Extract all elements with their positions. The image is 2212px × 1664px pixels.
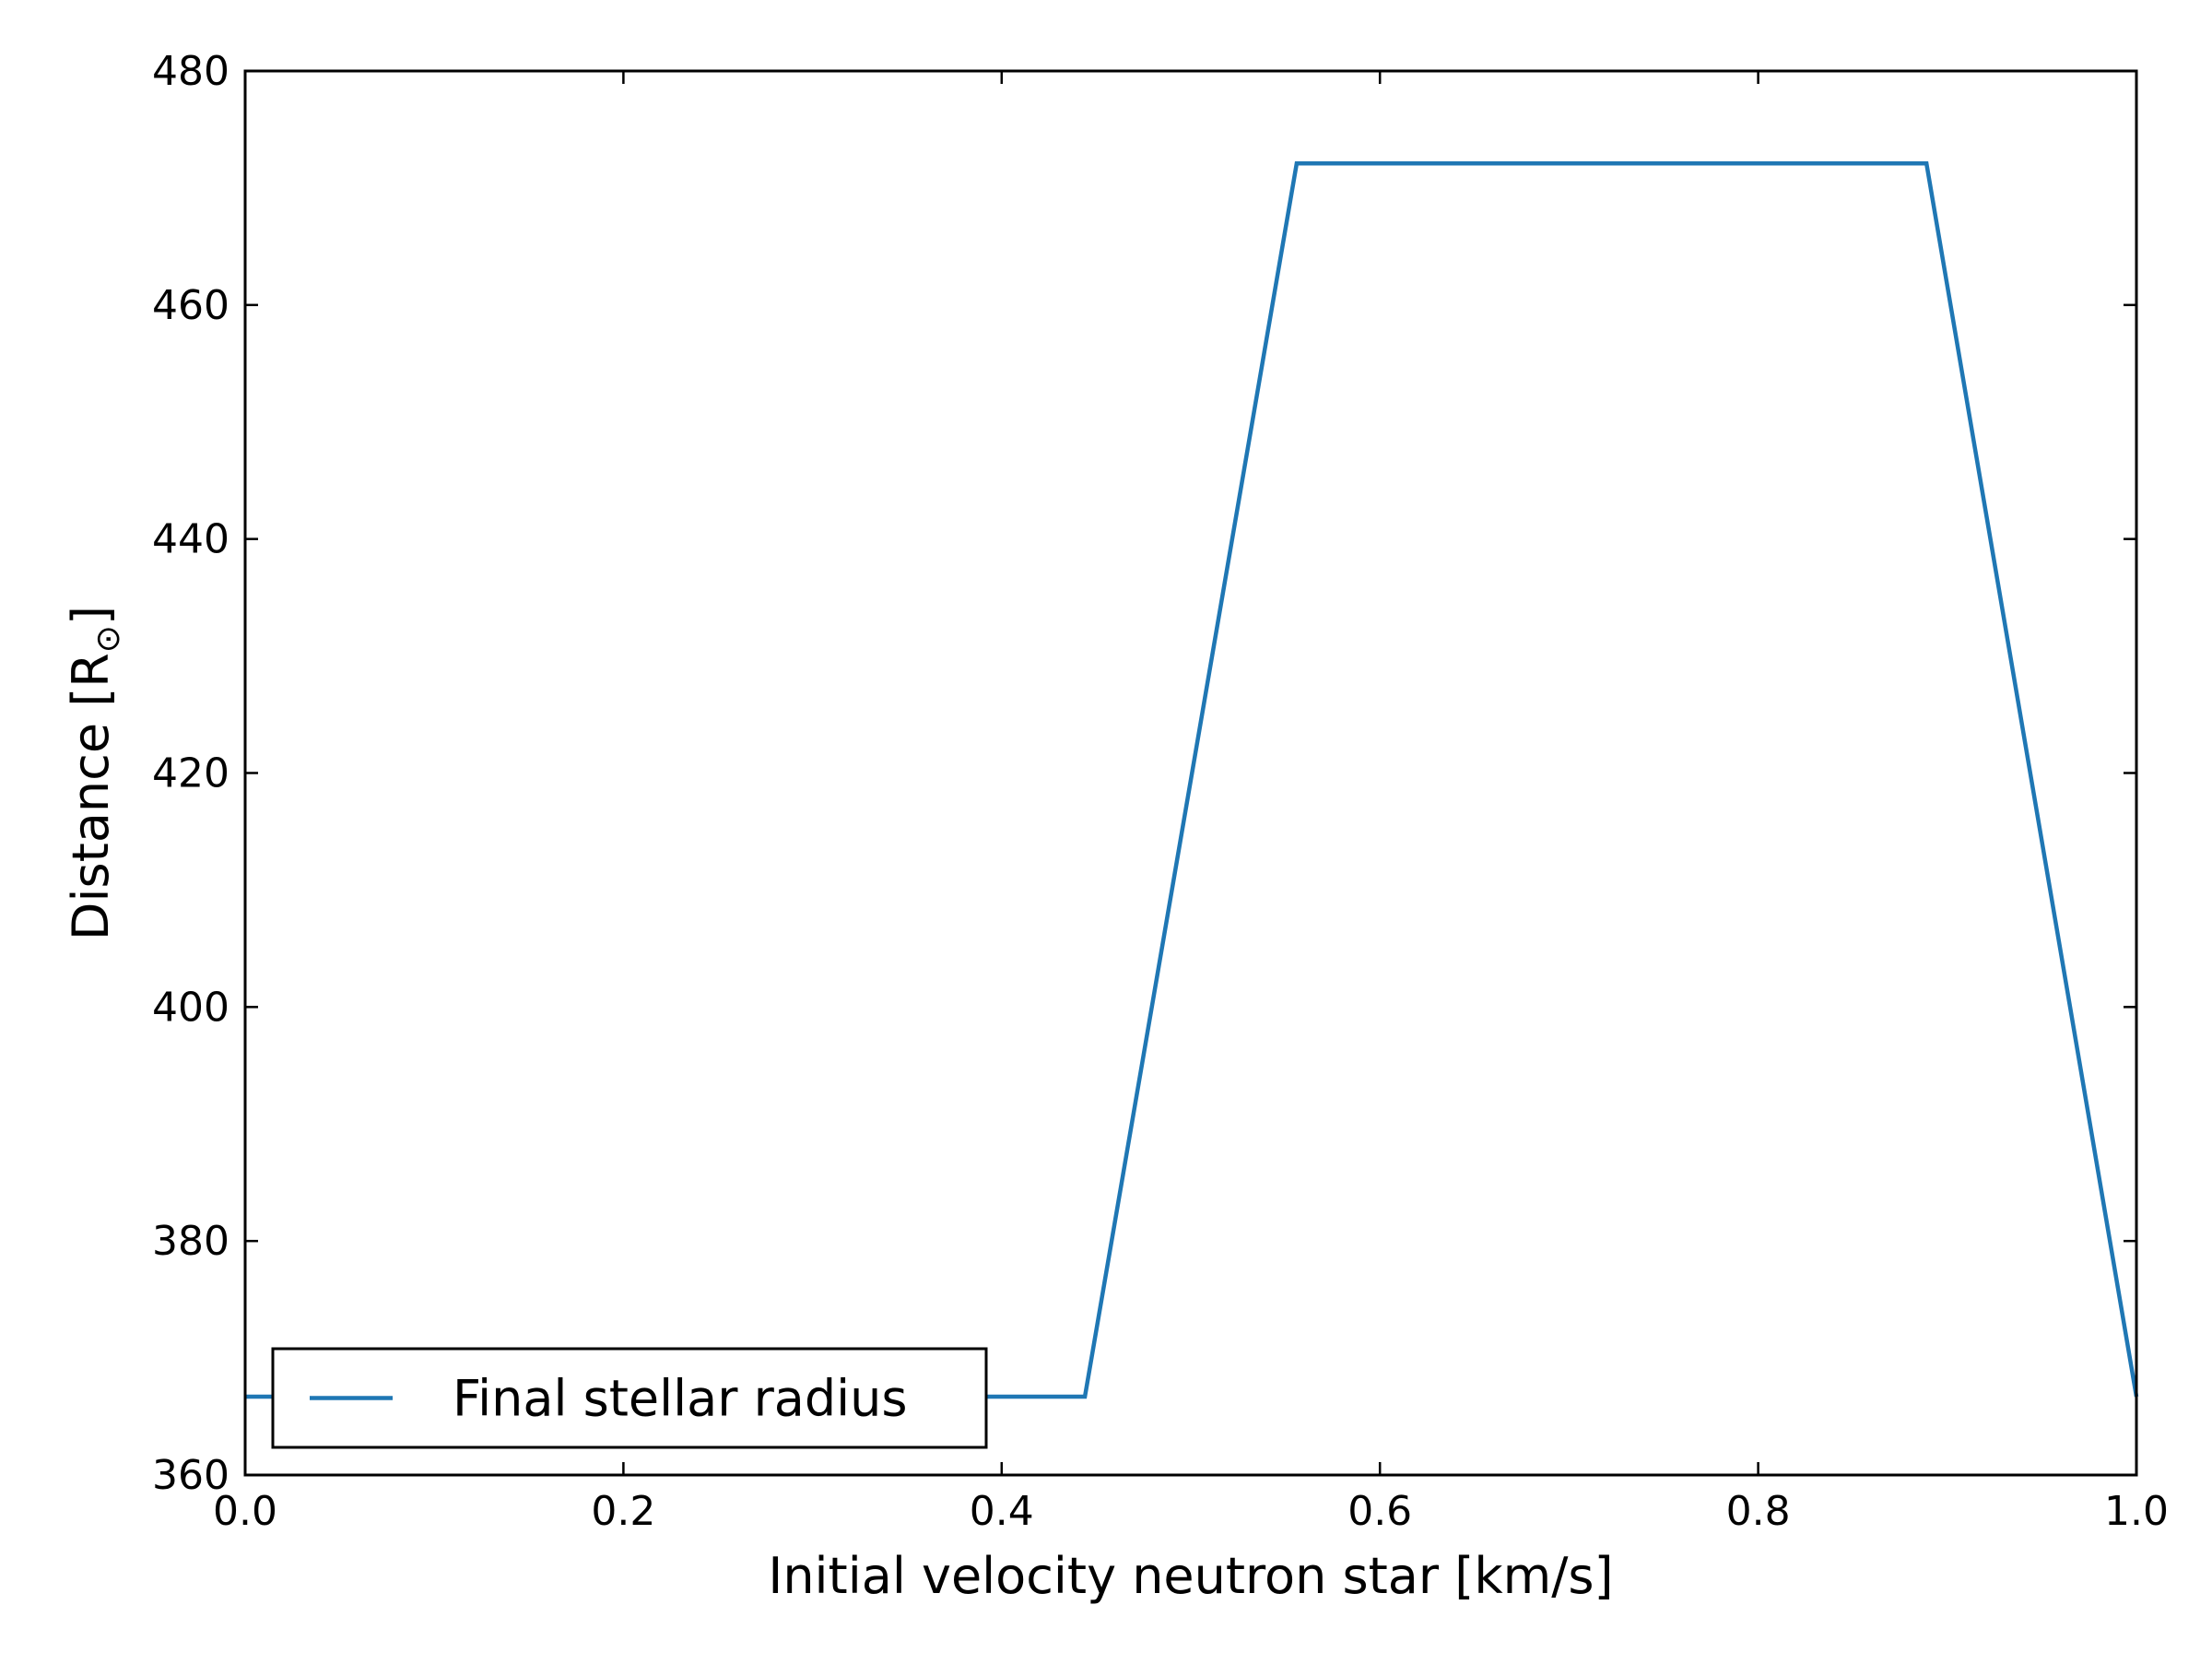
x-tick-label: 0.6 bbox=[1347, 1488, 1412, 1535]
ticks-layer: 0.0 0.2 0.4 0.6 0.8 1.0 360 380 400 420 440 460 480 bbox=[152, 48, 2169, 1535]
x-axis-label: Initial velocity neutron star [km/s] bbox=[768, 1547, 1613, 1605]
y-tick-label: 380 bbox=[152, 1218, 229, 1265]
x-tick-label: 0.4 bbox=[970, 1488, 1034, 1535]
y-axis-label-close: ] bbox=[62, 606, 120, 625]
y-axis-label-main: Distance [R bbox=[62, 653, 120, 940]
y-tick-label: 440 bbox=[152, 516, 229, 563]
y-tick-label: 360 bbox=[152, 1452, 229, 1499]
x-tick-label: 0.8 bbox=[1726, 1488, 1791, 1535]
y-tick-label: 420 bbox=[152, 750, 229, 797]
legend-label: Final stellar radius bbox=[453, 1370, 908, 1428]
x-tick-label: 0.2 bbox=[591, 1488, 655, 1535]
y-tick-label: 480 bbox=[152, 48, 229, 95]
y-tick-label: 400 bbox=[152, 984, 229, 1031]
y-tick-label: 460 bbox=[152, 282, 229, 329]
x-tick-label: 0.0 bbox=[213, 1488, 277, 1535]
plot-frame bbox=[243, 69, 2138, 1477]
y-axis-label-sun-symbol: ⊙ bbox=[89, 625, 127, 653]
y-axis-label: Distance [R⊙] bbox=[62, 606, 127, 940]
x-tick-label: 1.0 bbox=[2104, 1488, 2169, 1535]
legend: Final stellar radius bbox=[271, 1347, 988, 1449]
